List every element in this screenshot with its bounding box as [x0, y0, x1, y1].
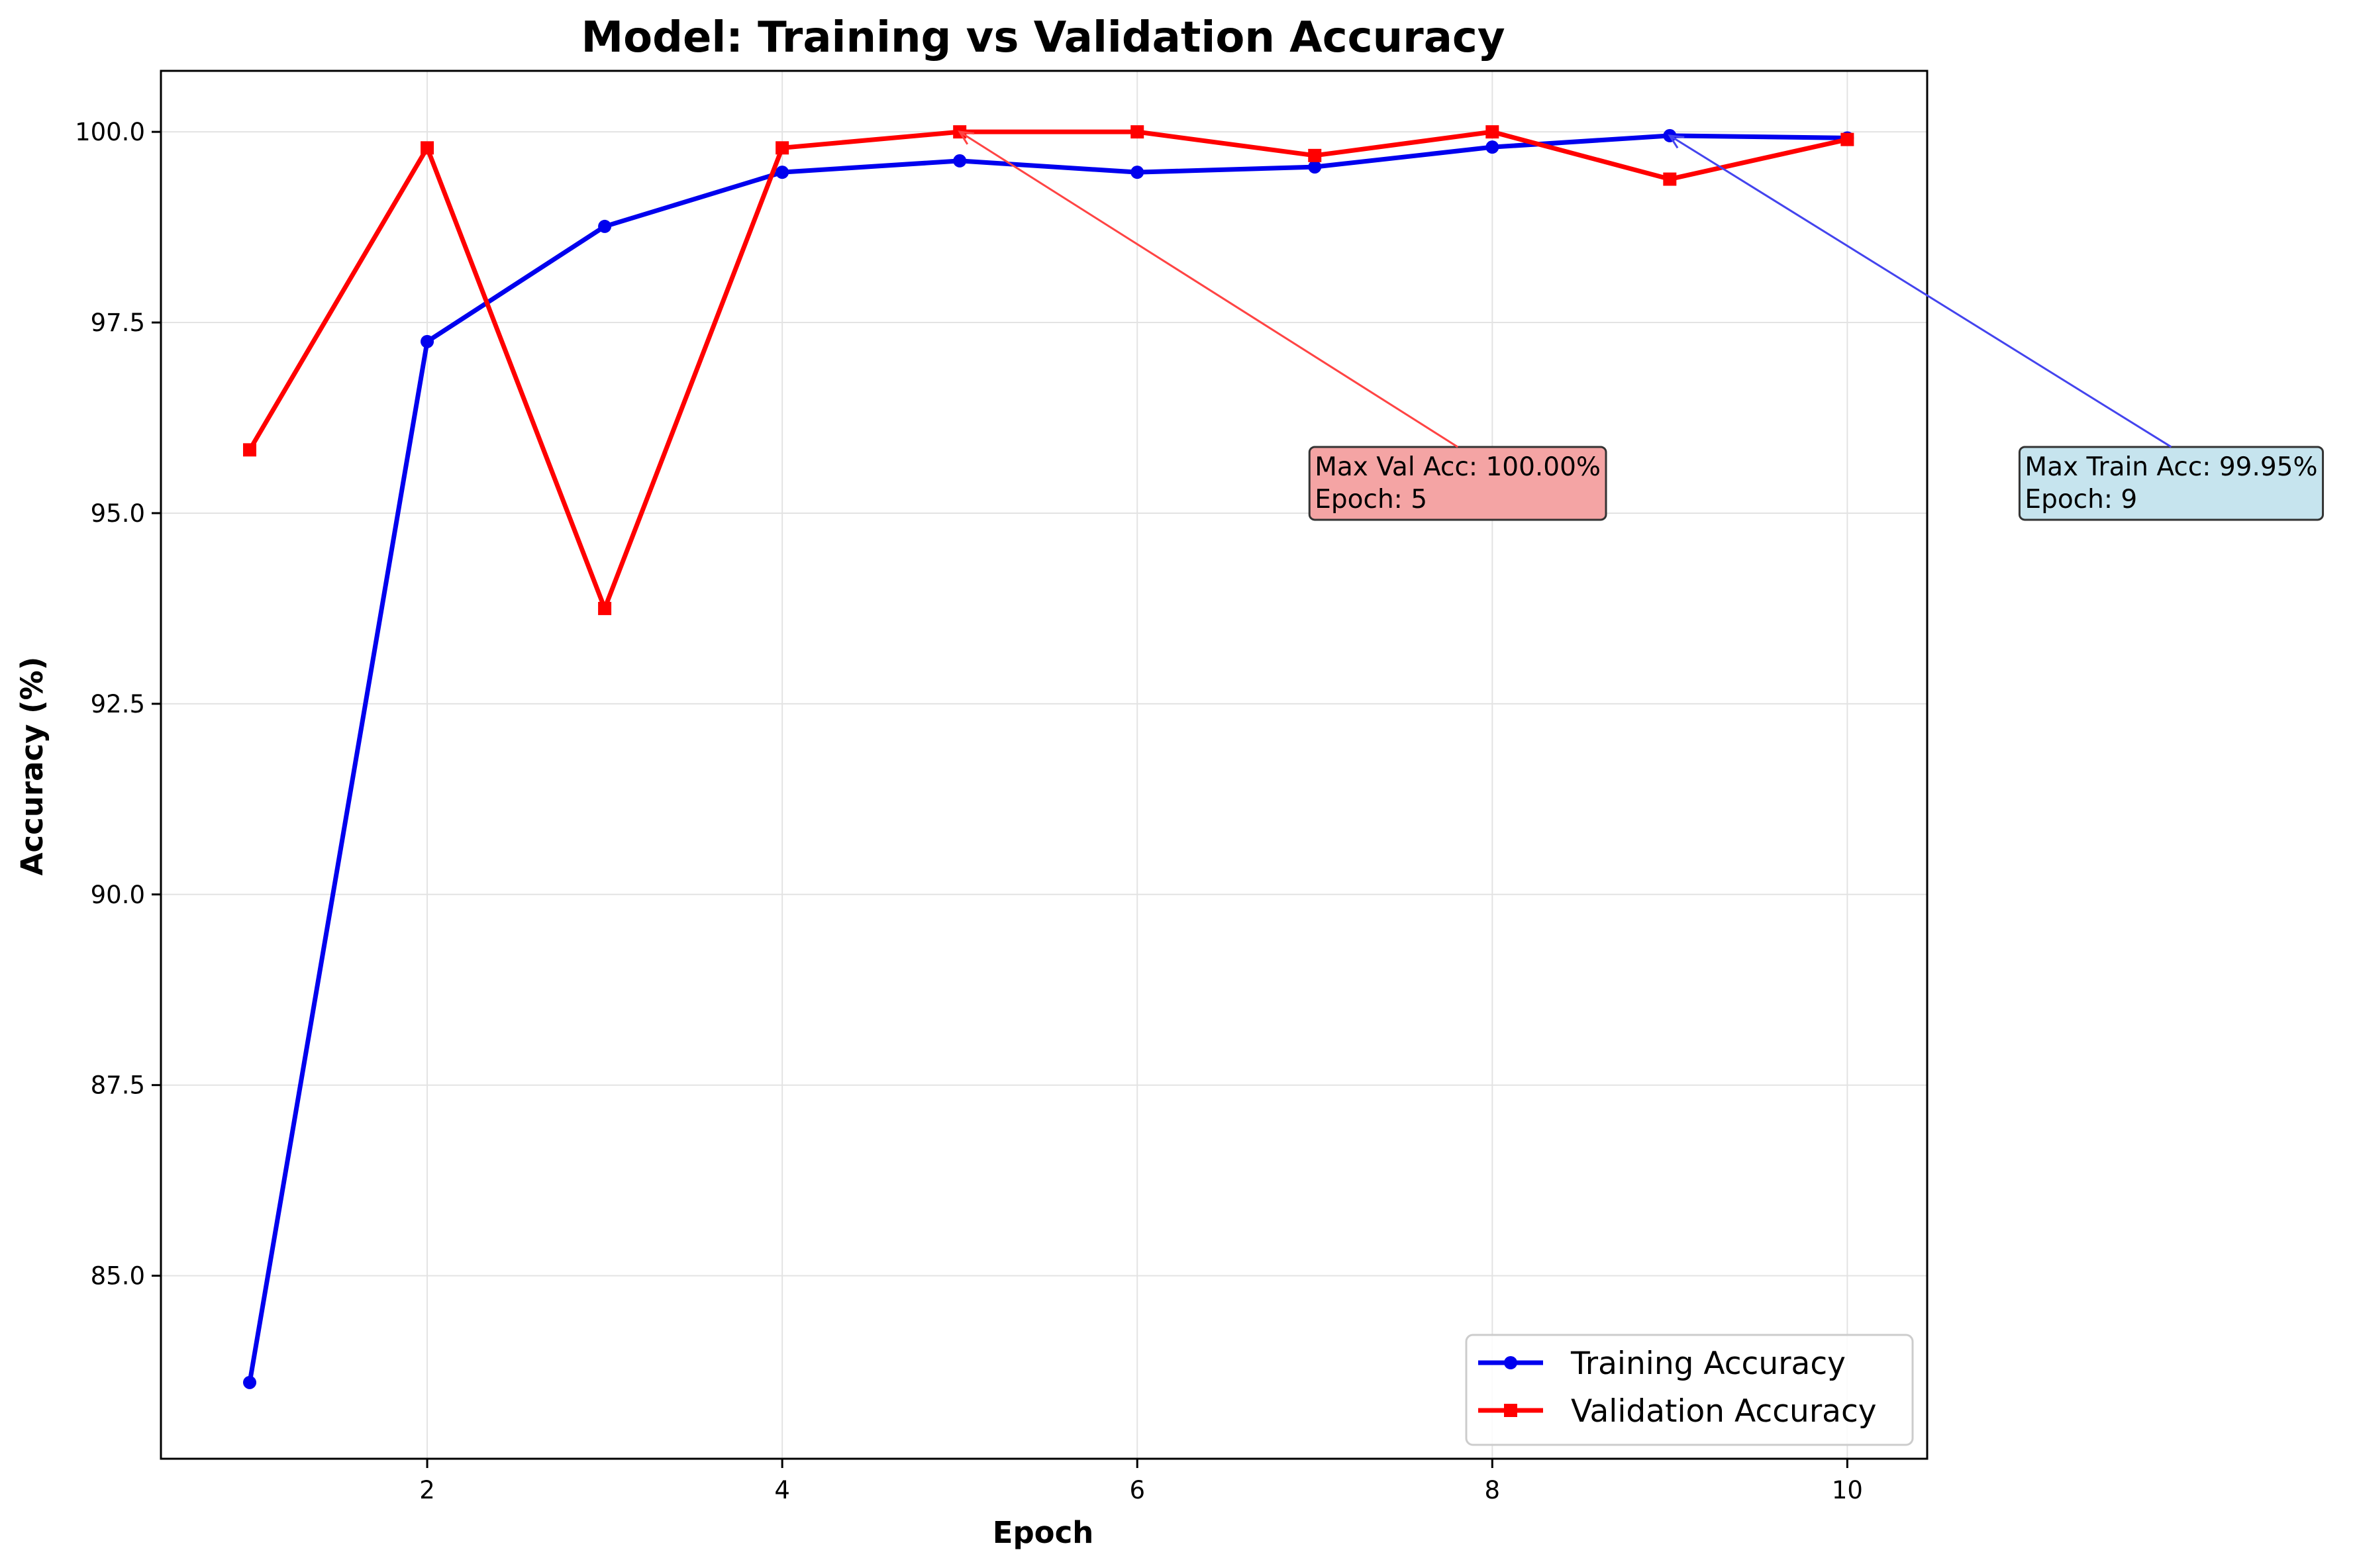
annotation-text: Max Train Acc: 99.95% [2025, 452, 2317, 482]
data-point [1308, 148, 1322, 162]
y-tick-label: 92.5 [91, 690, 145, 718]
annotation-arrow [959, 130, 1458, 448]
annotation-arrowhead [958, 130, 975, 145]
annotation-text: Max Val Acc: 100.00% [1315, 452, 1601, 482]
data-point [243, 1375, 257, 1389]
x-tick-label: 2 [419, 1476, 435, 1504]
x-tick-label: 4 [774, 1476, 790, 1504]
annotation-text: Epoch: 5 [1315, 485, 1427, 514]
annotation-arrow [1669, 134, 2172, 448]
y-tick-label: 97.5 [91, 309, 145, 337]
data-point [1485, 125, 1499, 139]
annotation-arrowhead [1668, 134, 1685, 149]
data-point [1840, 132, 1854, 146]
legend-label: Training Accuracy [1570, 1346, 1846, 1382]
y-tick-label: 90.0 [91, 881, 145, 909]
data-point [421, 141, 434, 155]
grid [161, 71, 1927, 1459]
data-point [1130, 166, 1144, 179]
y-tick-label: 85.0 [91, 1262, 145, 1291]
data-point [953, 154, 967, 168]
series-line-1 [247, 133, 1850, 1385]
data-point [243, 443, 257, 457]
annotation-1: Max Val Acc: 100.00% Epoch: 5 [958, 130, 1607, 521]
series-line-2 [247, 129, 1850, 611]
series-layer [243, 125, 1854, 1389]
legend-marker [1504, 1404, 1517, 1417]
data-point [421, 334, 434, 348]
x-tick-label: 8 [1485, 1476, 1501, 1504]
x-tick-label: 10 [1832, 1476, 1863, 1504]
legend-marker [1504, 1356, 1517, 1369]
data-point [776, 141, 789, 155]
annotations: Max Val Acc: 100.00% Epoch: 5 Max Train Ac… [958, 130, 2325, 521]
x-tick-label: 6 [1129, 1476, 1145, 1504]
annotation-2: Max Train Acc: 99.95% Epoch: 9 [1668, 134, 2325, 521]
data-point [598, 601, 612, 615]
chart-title: Model: Training vs Validation Accuracy [581, 13, 1505, 62]
y-tick-label: 87.5 [91, 1071, 145, 1100]
data-point [1663, 172, 1677, 186]
annotation-text: Epoch: 9 [2025, 485, 2137, 514]
plot-frame [160, 70, 1929, 1460]
y-axis-label: Accuracy (%) [15, 657, 50, 876]
legend-box [1465, 1334, 1914, 1446]
y-tick-label: 95.0 [91, 499, 145, 528]
legend-label: Validation Accuracy [1571, 1393, 1877, 1430]
ticks: 2 4 6 8 10 85.0 87.5 90.0 92.5 95.0 97.5 100.0 [75, 118, 1863, 1504]
data-point [1308, 160, 1322, 174]
x-axis-label: Epoch [993, 1515, 1094, 1550]
data-point [1130, 125, 1144, 139]
data-point [1485, 140, 1499, 154]
legend: Training Accuracy Validation Accuracy [1465, 1334, 1914, 1446]
data-point [776, 166, 789, 179]
data-point [598, 219, 612, 233]
y-tick-label: 100.0 [75, 118, 145, 146]
